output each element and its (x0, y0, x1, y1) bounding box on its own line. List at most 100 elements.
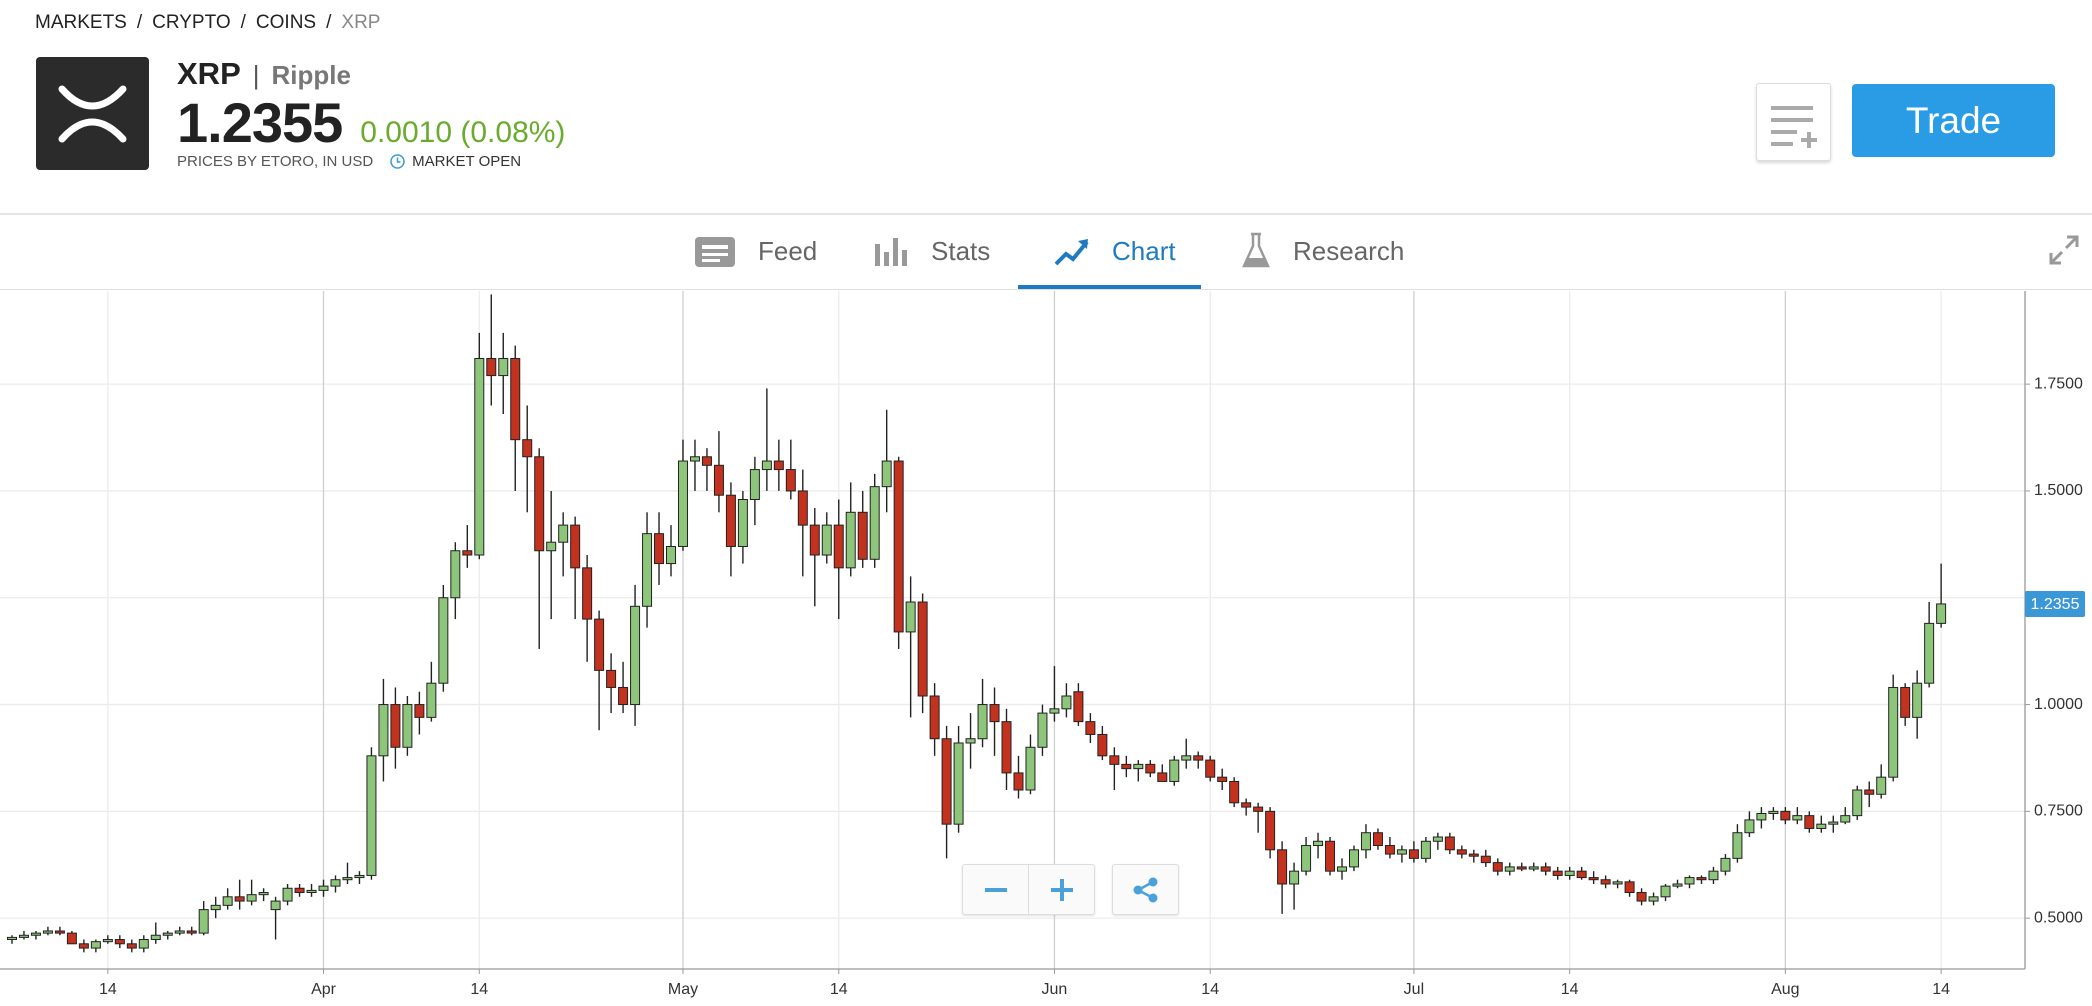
candle-body (1504, 866, 1515, 872)
candle-body (1744, 819, 1755, 834)
candle-body (246, 894, 257, 902)
candle-body (1157, 772, 1168, 782)
candle-body (1900, 686, 1911, 718)
crumb: XRP (316, 12, 380, 34)
status-text: MARKET OPEN (412, 153, 522, 170)
candle-body (1408, 849, 1419, 859)
zoom-out-button[interactable] (963, 865, 1028, 914)
candle-body (713, 464, 724, 496)
candle-body (701, 456, 712, 466)
title: XRP Ripple (177, 56, 351, 92)
candle-body (90, 941, 101, 949)
candle-body (1576, 870, 1587, 879)
stats-icon (875, 238, 907, 266)
candle-body (1684, 877, 1695, 885)
candle-body (1085, 721, 1096, 735)
candle-body (618, 686, 629, 706)
divider (0, 213, 2092, 215)
candle-body (977, 704, 988, 740)
candle-body (390, 704, 401, 748)
candle-body (821, 524, 832, 556)
candle-body (1301, 845, 1312, 872)
candle-body (114, 939, 125, 945)
candle-body (1444, 836, 1455, 851)
tab-label: Chart (1112, 235, 1176, 266)
candle-body (1420, 840, 1431, 859)
candle-body (1852, 789, 1863, 817)
share-icon (1133, 877, 1157, 902)
tab[interactable]: Chart (1054, 232, 1176, 270)
zoom-in-button[interactable] (1028, 865, 1094, 914)
candle-body (1636, 892, 1647, 902)
candle-body (498, 358, 509, 377)
candle-body (1241, 802, 1252, 808)
candle-body (1109, 755, 1120, 765)
candle-body (330, 879, 341, 887)
candle-body (486, 358, 497, 377)
candle-body (1888, 686, 1899, 778)
candle-body (1384, 845, 1395, 855)
candle-body (126, 943, 137, 949)
candle-body (234, 896, 245, 902)
tab[interactable]: Feed (694, 232, 817, 270)
candle-body (102, 939, 113, 943)
candle-body (138, 939, 149, 949)
candle-body (725, 494, 736, 547)
candle-body (642, 533, 653, 607)
research-icon (1242, 232, 1270, 268)
candle-body (1564, 870, 1575, 876)
candle-body (1289, 870, 1300, 885)
crumb[interactable]: COINS (231, 12, 316, 34)
watchlist-button[interactable] (1756, 83, 1831, 161)
logo-icon (58, 85, 127, 143)
x-tick-label: 14 (1932, 981, 1950, 998)
fullscreen-button[interactable] (2048, 234, 2080, 266)
tab[interactable]: Stats (875, 232, 990, 270)
candle-body (857, 511, 868, 560)
trade-button[interactable]: Trade (1852, 84, 2055, 157)
candle-body (1253, 806, 1264, 812)
candle-body (1528, 866, 1539, 870)
share-button[interactable] (1113, 865, 1178, 914)
candle-body (570, 524, 581, 569)
candle-body (953, 742, 964, 825)
candle-body (1720, 857, 1731, 872)
candle-body (6, 936, 17, 941)
candle-body (1348, 849, 1359, 868)
candle-body (1480, 855, 1491, 864)
candle-body (318, 885, 329, 891)
price-source: PRICES BY ETORO, IN USD (177, 153, 374, 170)
price-change: 0.0010 (0.08%) (360, 116, 566, 149)
candle-body (1181, 755, 1192, 761)
candle-body (342, 877, 353, 881)
crumb[interactable]: MARKETS (35, 12, 127, 33)
candle-body (582, 567, 593, 620)
candle-body (558, 524, 569, 543)
candle-body (186, 930, 197, 934)
tab-label: Stats (931, 235, 991, 266)
x-tick-label: May (668, 981, 698, 998)
candle-body (1864, 789, 1875, 795)
candle-body (785, 469, 796, 492)
candle-body (42, 930, 53, 934)
tab[interactable]: Research (1241, 232, 1404, 270)
chart-icon (1054, 239, 1089, 266)
candle-body (749, 469, 760, 500)
candle-body (1049, 708, 1060, 714)
candle-body (1432, 836, 1443, 842)
candle-body (1097, 733, 1108, 757)
candle-body (1696, 877, 1707, 881)
candle-body (1313, 840, 1324, 847)
candle-body (689, 456, 700, 462)
share-controls (1112, 864, 1179, 915)
candle-body (1025, 746, 1036, 791)
candle-body (1073, 691, 1084, 723)
plus-icon (1050, 878, 1073, 901)
candle-body (606, 669, 617, 688)
crumb[interactable]: CRYPTO (127, 12, 231, 34)
tab-label: Research (1293, 235, 1405, 266)
x-tick-label: Jun (1042, 981, 1068, 998)
candle-body (761, 460, 772, 471)
candle-body (402, 704, 413, 748)
candle-body (1013, 772, 1024, 791)
